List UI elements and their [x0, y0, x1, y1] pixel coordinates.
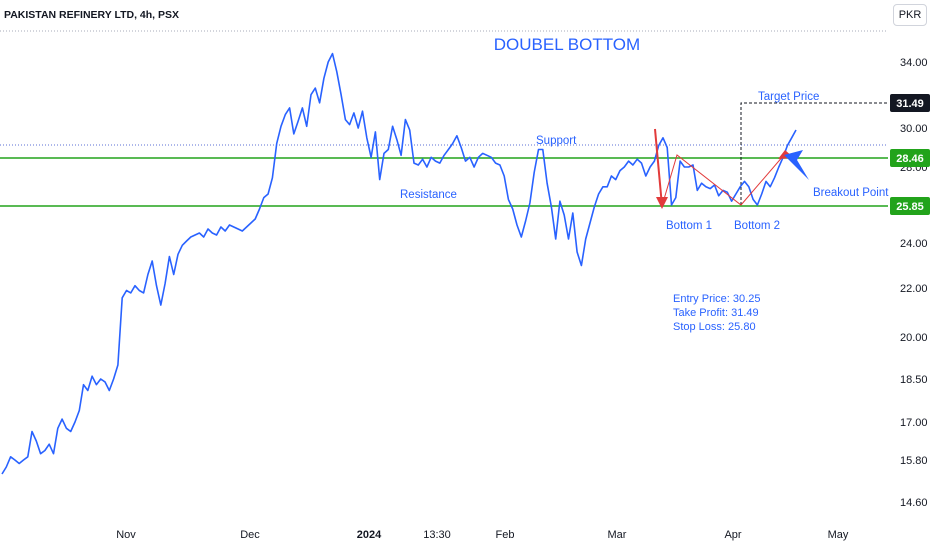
bottom2-label: Bottom 2 [734, 220, 780, 232]
chart-title: DOUBEL BOTTOM [494, 35, 640, 54]
x-tick-label: May [828, 529, 849, 541]
breakout-point-label: Breakout Point [813, 187, 889, 199]
level-tag-low-label: 25.85 [896, 201, 924, 213]
target-price-tag[interactable]: 31.49 [890, 94, 930, 112]
level-tag-high[interactable]: 28.46 [890, 149, 930, 168]
target-price-line[interactable] [740, 102, 888, 205]
pattern-entry-stroke [654, 128, 663, 207]
y-tick-label: 18.50 [900, 374, 928, 386]
x-tick-label: Mar [608, 529, 627, 541]
target-price-tag-label: 31.49 [896, 98, 924, 110]
time-axis: Nov Dec 2024 13:30 Feb Mar Apr May [116, 529, 849, 541]
entry-price-note: Entry Price: 30.25 [673, 293, 760, 305]
target-price-label: Target Price [758, 91, 819, 103]
price-axis: 14.6015.8017.0018.5020.0022.0024.0026.00… [900, 57, 928, 509]
y-tick-label: 20.00 [900, 332, 928, 344]
x-tick-label: 2024 [357, 529, 382, 541]
x-tick-label: Dec [240, 529, 260, 541]
pattern-arrowhead [656, 197, 668, 209]
y-tick-label: 34.00 [900, 57, 928, 69]
symbol-header: PAKISTAN REFINERY LTD, 4h, PSX [4, 9, 180, 21]
resistance-label: Resistance [400, 189, 457, 201]
y-tick-label: 22.00 [900, 283, 928, 295]
y-tick-label: 14.60 [900, 497, 928, 509]
level-tag-high-label: 28.46 [896, 153, 924, 165]
support-label: Support [536, 135, 577, 147]
currency-unit-button[interactable]: PKR [893, 4, 927, 26]
y-tick-label: 17.00 [900, 417, 928, 429]
take-profit-note: Take Profit: 31.49 [673, 307, 759, 319]
y-tick-label: 24.00 [900, 238, 928, 250]
y-tick-label: 15.80 [900, 455, 928, 467]
x-tick-label: Apr [724, 529, 741, 541]
level-tag-low[interactable]: 25.85 [890, 197, 930, 215]
y-tick-label: 30.00 [900, 123, 928, 135]
x-tick-label: 13:30 [423, 529, 451, 541]
stop-loss-note: Stop Loss: 25.80 [673, 321, 756, 333]
x-tick-label: Nov [116, 529, 136, 541]
breakout-arrow-icon [784, 150, 809, 180]
bottom1-label: Bottom 1 [666, 220, 712, 232]
x-tick-label: Feb [496, 529, 515, 541]
price-series-line [1, 52, 797, 475]
